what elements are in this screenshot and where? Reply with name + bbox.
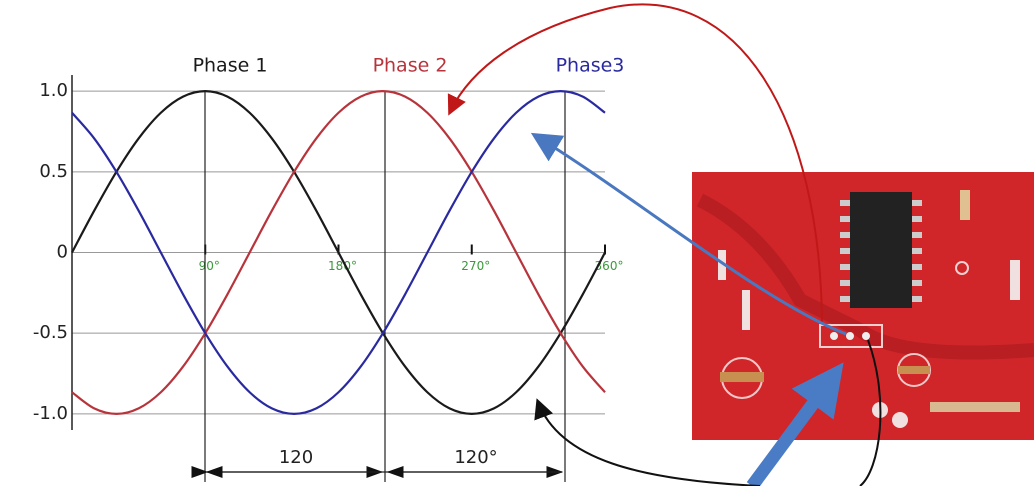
y-tick-label: 0 xyxy=(57,242,68,263)
y-tick-label: 0.5 xyxy=(39,161,68,182)
y-tick-label: -0.5 xyxy=(33,322,68,343)
legend-label: Phase 1 xyxy=(193,55,268,77)
pcb-photo xyxy=(692,172,1034,440)
dimension-guides xyxy=(205,91,565,482)
annotation: 120 xyxy=(279,447,313,468)
plot: Phase 1 Phase 2 Phase3 xyxy=(72,55,624,414)
legend-label: Phase3 xyxy=(556,55,625,77)
x-tick-label: 90° xyxy=(199,259,220,273)
chart: 1.00.50-0.5-1.090°180°270°360° 120 120° … xyxy=(0,0,1034,486)
y-tick-label: 1.0 xyxy=(39,80,68,101)
legend-label: Phase 2 xyxy=(373,55,448,77)
y-tick-label: -1.0 xyxy=(33,403,68,424)
x-tick-label: 270° xyxy=(461,259,490,273)
grid: 1.00.50-0.5-1.090°180°270°360° xyxy=(33,75,624,430)
annotation: 120° xyxy=(454,447,497,468)
